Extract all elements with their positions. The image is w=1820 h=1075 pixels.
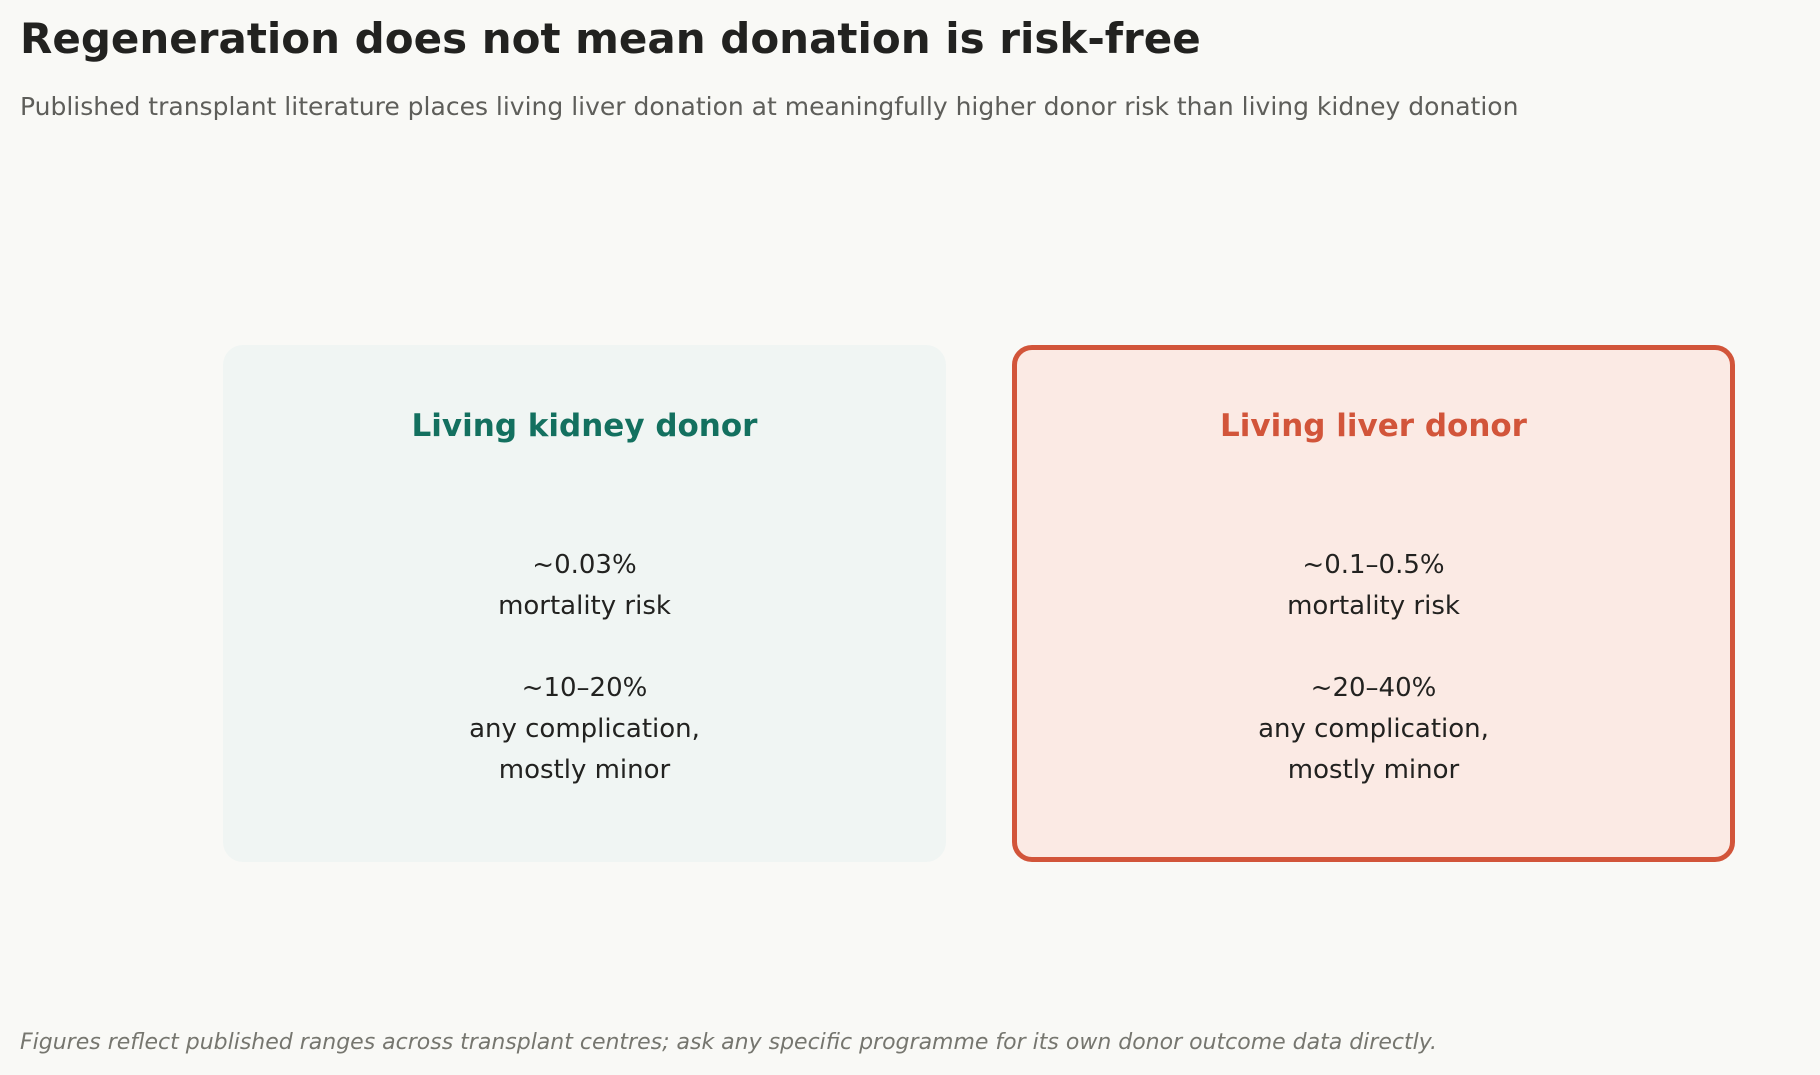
liver-complication-stat: ~20–40% any complication, mostly minor	[1017, 668, 1730, 791]
liver-mortality-stat: ~0.1–0.5% mortality risk	[1017, 545, 1730, 627]
kidney-mortality-value: ~0.03%	[532, 550, 637, 580]
liver-mortality-value: ~0.1–0.5%	[1302, 550, 1445, 580]
liver-complication-value: ~20–40%	[1310, 673, 1437, 703]
liver-donor-card: Living liver donor ~0.1–0.5% mortality r…	[1012, 345, 1735, 862]
kidney-mortality-label: mortality risk	[498, 591, 671, 621]
page-title: Regeneration does not mean donation is r…	[20, 14, 1201, 63]
kidney-donor-card: Living kidney donor ~0.03% mortality ris…	[223, 345, 946, 862]
kidney-mortality-stat: ~0.03% mortality risk	[223, 545, 946, 627]
liver-complication-label: any complication,	[1258, 714, 1489, 744]
kidney-complication-note: mostly minor	[498, 755, 671, 785]
kidney-complication-stat: ~10–20% any complication, mostly minor	[223, 668, 946, 791]
kidney-donor-card-title: Living kidney donor	[411, 408, 758, 444]
kidney-donor-stats: ~0.03% mortality risk ~10–20% any compli…	[223, 545, 946, 791]
liver-donor-card-title: Living liver donor	[1220, 408, 1527, 444]
footnote: Figures reflect published ranges across …	[20, 1030, 1438, 1055]
liver-mortality-label: mortality risk	[1287, 591, 1460, 621]
kidney-complication-label: any complication,	[469, 714, 700, 744]
liver-complication-note: mostly minor	[1287, 755, 1460, 785]
page-subtitle: Published transplant literature places l…	[20, 92, 1519, 121]
liver-donor-stats: ~0.1–0.5% mortality risk ~20–40% any com…	[1017, 545, 1730, 791]
kidney-complication-value: ~10–20%	[521, 673, 648, 703]
